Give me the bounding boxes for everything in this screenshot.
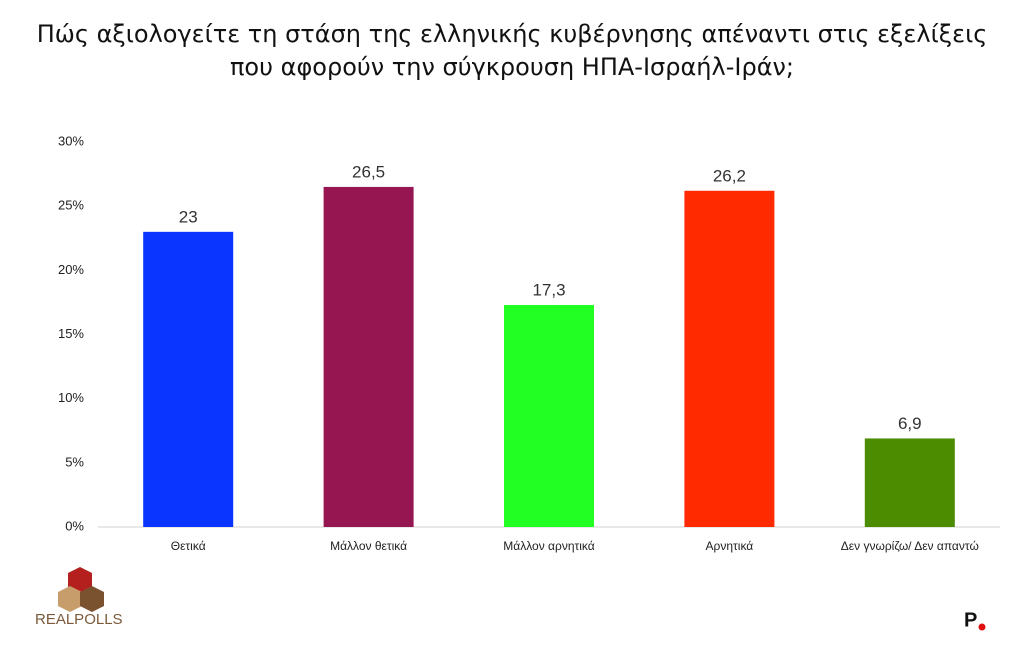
x-tick-label: Δεν γνωρίζω/ Δεν απαντώ xyxy=(841,539,979,553)
value-label: 26,5 xyxy=(352,162,385,181)
y-tick-label: 0% xyxy=(65,518,84,533)
x-tick-label: Θετικά xyxy=(171,539,206,553)
value-label: 6,9 xyxy=(898,414,922,433)
bar xyxy=(504,304,594,527)
bar xyxy=(864,438,955,527)
publisher-dot xyxy=(978,623,986,631)
value-label: 23 xyxy=(179,207,198,226)
x-tick-label: Μάλλον αρνητικά xyxy=(503,539,594,553)
logo-shape xyxy=(80,586,104,612)
bar xyxy=(684,190,775,527)
value-label: 17,3 xyxy=(532,280,565,299)
y-tick-label: 20% xyxy=(58,262,84,277)
logo-text: REALPOLLS xyxy=(35,611,123,628)
bar xyxy=(323,186,414,527)
value-label: 26,2 xyxy=(713,166,746,185)
y-tick-label: 10% xyxy=(58,390,84,405)
publisher-logo: P xyxy=(964,609,977,631)
x-tick-label: Μάλλον θετικά xyxy=(330,539,407,553)
y-tick-label: 15% xyxy=(58,326,84,341)
chart-title: Πώς αξιολογείτε τη στάση της ελληνικής κ… xyxy=(36,20,988,81)
logo-shape xyxy=(58,586,82,612)
bar xyxy=(143,231,234,528)
y-tick-label: 5% xyxy=(65,454,84,469)
realpolls-logo: REALPOLLS xyxy=(35,567,123,628)
y-tick-label: 30% xyxy=(58,133,84,148)
y-tick-label: 25% xyxy=(58,198,84,213)
x-tick-label: Αρνητικά xyxy=(706,539,754,553)
